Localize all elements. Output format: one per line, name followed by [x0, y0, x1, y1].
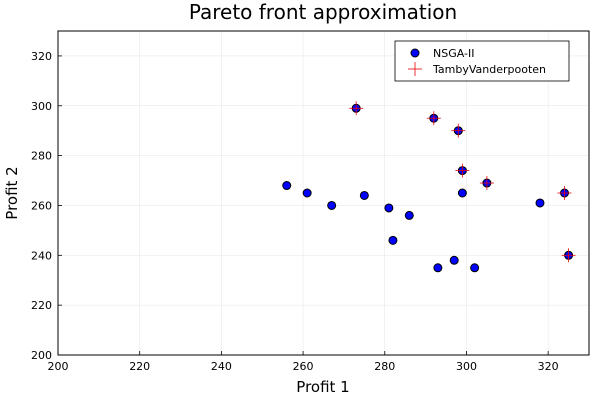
point-tambyvanderpooten — [451, 123, 466, 138]
point-tambyvanderpooten — [349, 101, 364, 116]
data-marks — [282, 101, 576, 273]
y-axis-label: Profit 2 — [3, 166, 21, 219]
series-nsga-ii — [282, 103, 574, 273]
point-tambyvanderpooten — [557, 186, 572, 200]
legend-box — [394, 40, 570, 82]
point-nsga-ii — [433, 263, 443, 273]
series-tambyvanderpooten — [349, 101, 576, 263]
x-tick-label: 200 — [48, 360, 69, 373]
point-nsga-ii — [470, 263, 480, 273]
point-nsga-ii — [449, 255, 459, 265]
y-tick-label: 300 — [31, 100, 52, 113]
x-tick-label: 280 — [374, 360, 395, 373]
point-tambyvanderpooten — [426, 111, 441, 126]
point-nsga-ii — [457, 188, 467, 198]
point-legend-nsga-ii — [410, 48, 420, 58]
y-axis-ticks: 200 220 240 260 280 300 320 — [31, 50, 62, 362]
x-axis-ticks: 200 220 240 260 280 300 320 — [48, 351, 559, 373]
point-nsga-ii — [388, 235, 398, 245]
point-nsga-ii — [302, 188, 312, 198]
x-tick-label: 320 — [538, 360, 559, 373]
point-nsga-ii — [384, 203, 394, 213]
point-nsga-ii — [535, 198, 545, 208]
y-tick-label: 280 — [31, 150, 52, 163]
y-tick-label: 200 — [31, 349, 52, 362]
x-tick-label: 240 — [211, 360, 232, 373]
legend-label: NSGA-II — [433, 47, 474, 60]
point-legend-tambyvanderpooten — [408, 62, 422, 76]
y-tick-label: 320 — [31, 50, 52, 63]
point-nsga-ii — [404, 210, 414, 220]
x-tick-label: 220 — [129, 360, 150, 373]
legend: NSGA-II TambyVanderpooten — [394, 40, 570, 82]
point-tambyvanderpooten — [455, 163, 470, 178]
point-nsga-ii — [282, 181, 292, 191]
point-nsga-ii — [327, 200, 337, 210]
chart-title: Pareto front approximation — [189, 0, 457, 24]
x-axis-label: Profit 1 — [296, 378, 349, 396]
plot-frame — [57, 30, 590, 356]
x-tick-label: 300 — [456, 360, 477, 373]
y-tick-label: 240 — [31, 249, 52, 262]
point-nsga-ii — [359, 190, 369, 200]
point-tambyvanderpooten — [479, 176, 494, 191]
point-tambyvanderpooten — [561, 248, 576, 263]
legend-label: TambyVanderpooten — [432, 63, 546, 76]
x-tick-label: 260 — [293, 360, 314, 373]
y-tick-label: 260 — [31, 199, 52, 212]
y-tick-label: 220 — [31, 299, 52, 312]
